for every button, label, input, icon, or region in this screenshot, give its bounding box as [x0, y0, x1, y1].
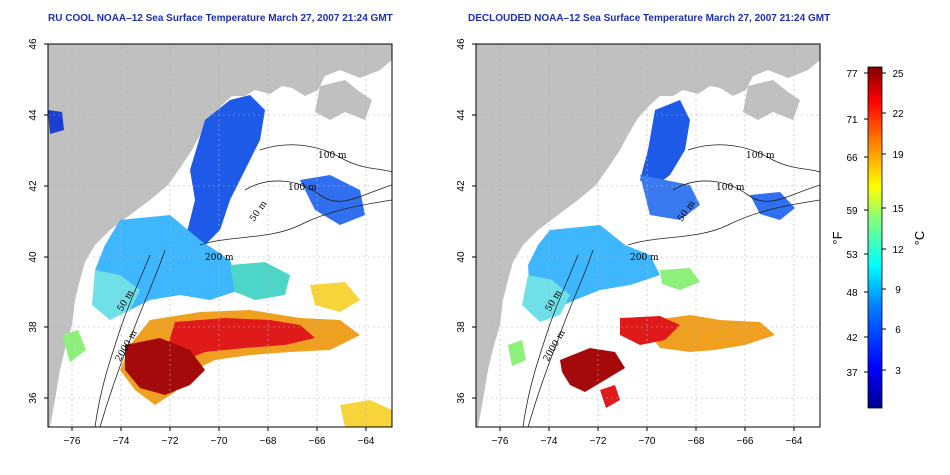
right-lon-tick: −68: [688, 436, 705, 447]
celsius-tick: 19: [892, 150, 904, 161]
right-lon-tick: −72: [590, 436, 607, 447]
right-lat-tick: 40: [456, 251, 467, 263]
right-lat-tick: 44: [456, 109, 467, 121]
left-lon-tick: −74: [113, 436, 130, 447]
left-lon-tick: −64: [358, 436, 375, 447]
colorbar-gradient: [867, 66, 883, 409]
fahrenheit-tick: 77: [846, 69, 858, 80]
contour-label-100m-a: 100 m: [318, 151, 347, 161]
fahrenheit-unit-label: °F: [830, 231, 845, 244]
contour-label-200m: 200 m: [630, 253, 659, 263]
celsius-unit-label: °C: [912, 231, 927, 246]
contour-label-100m-b: 100 m: [716, 183, 745, 193]
fahrenheit-tick: 71: [846, 115, 858, 126]
right-map-frame: [475, 43, 821, 428]
fahrenheit-tick: 42: [846, 333, 858, 344]
fahrenheit-tick: 53: [846, 250, 858, 261]
right-bathymetry-contours: [522, 144, 820, 427]
left-lat-tick: 46: [28, 38, 39, 50]
right-grid: [476, 44, 820, 427]
contour-label-100m-b: 100 m: [288, 183, 317, 193]
right-map: 100 m 100 m 50 m 200 m 50 m 2000 m 46 44…: [456, 38, 821, 447]
celsius-tick: 9: [895, 285, 901, 296]
left-lon-tick: −70: [211, 436, 228, 447]
fahrenheit-tick: 37: [846, 368, 858, 379]
right-lat-tick: 46: [456, 38, 467, 50]
fahrenheit-tick: 48: [846, 288, 858, 299]
right-map-title: DECLOUDED NOAA–12 Sea Surface Temperatur…: [468, 13, 831, 24]
left-map-title: RU COOL NOAA–12 Sea Surface Temperature …: [48, 13, 393, 24]
land-mass: [476, 44, 820, 427]
celsius-tick: 15: [892, 204, 904, 215]
left-lat-tick: 42: [28, 180, 39, 192]
celsius-tick: 6: [895, 325, 901, 336]
left-lat-tick: 44: [28, 109, 39, 121]
colorbar: 77 71 66 59 53 48 42 37 25 22 19 15 12 9…: [830, 66, 927, 409]
left-lon-tick: −68: [260, 436, 277, 447]
left-lon-tick: −66: [309, 436, 326, 447]
right-lat-tick: 36: [456, 392, 467, 404]
celsius-tick: 12: [892, 245, 904, 256]
land-mass: [48, 44, 392, 427]
left-lon-tick: −76: [64, 436, 81, 447]
left-lon-tick: −72: [162, 436, 179, 447]
contour-label-200m: 200 m: [205, 253, 234, 263]
celsius-tick: 25: [892, 69, 904, 80]
cold-water-region: [640, 100, 690, 190]
left-lat-tick: 40: [28, 251, 39, 263]
right-lon-tick: −66: [737, 436, 754, 447]
right-lat-tick: 38: [456, 321, 467, 333]
left-map: 100 m 100 m 50 m 200 m 50 m 2000 m 46 44…: [28, 38, 393, 447]
celsius-tick: 3: [895, 366, 901, 377]
contour-label-100m-a: 100 m: [746, 151, 775, 161]
cold-water-region: [185, 95, 265, 250]
left-bathymetry-contours: [94, 144, 392, 427]
left-lat-tick: 36: [28, 392, 39, 404]
left-lat-tick: 38: [28, 321, 39, 333]
left-grid: [48, 44, 392, 427]
left-map-frame: [47, 43, 393, 428]
right-lon-tick: −74: [541, 436, 558, 447]
right-lon-tick: −70: [639, 436, 656, 447]
right-lon-tick: −76: [492, 436, 509, 447]
right-lon-tick: −64: [786, 436, 803, 447]
fahrenheit-tick: 59: [846, 206, 858, 217]
fahrenheit-tick: 66: [846, 153, 858, 164]
celsius-tick: 22: [892, 109, 904, 120]
right-lat-tick: 42: [456, 180, 467, 192]
